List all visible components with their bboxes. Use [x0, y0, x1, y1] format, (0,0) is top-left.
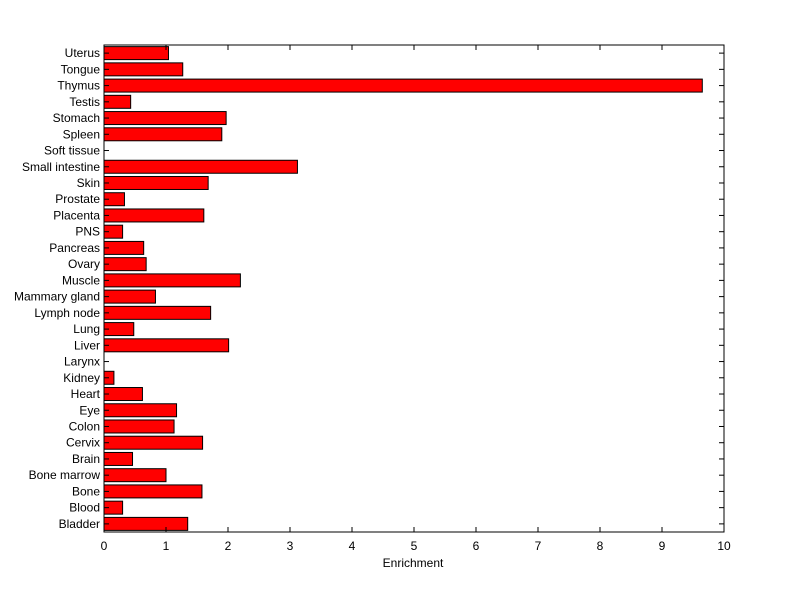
y-tick-label: Spleen: [63, 127, 100, 141]
y-tick-label: Mammary gland: [14, 290, 100, 304]
x-tick-label: 9: [659, 539, 666, 553]
bar-placenta: [103, 208, 205, 223]
y-tick-label: Skin: [77, 176, 100, 190]
plot-area: [103, 44, 725, 533]
y-tick-label: Placenta: [53, 208, 100, 222]
bar-muscle: [103, 273, 241, 288]
y-tick-label: Heart: [71, 387, 101, 401]
bar-mammary-gland: [103, 289, 156, 304]
bar-lymph-node: [103, 305, 212, 320]
y-tick-label: Lymph node: [34, 306, 100, 320]
y-tick-label: Ovary: [68, 257, 100, 271]
y-tick-label: Uterus: [65, 46, 100, 60]
y-tick-label: Testis: [69, 95, 100, 109]
bar-eye: [103, 403, 178, 418]
x-tick-label: 8: [597, 539, 604, 553]
x-tick-label: 2: [225, 539, 232, 553]
y-tick-label: Colon: [69, 419, 100, 433]
y-tick-label: Bone marrow: [29, 468, 101, 482]
bar-pancreas: [103, 240, 145, 255]
bar-bladder: [103, 516, 189, 531]
x-tick-label: 1: [163, 539, 170, 553]
y-tick-label: Bladder: [59, 517, 100, 531]
x-tick-label: 0: [101, 539, 108, 553]
y-tick-label: Cervix: [66, 436, 100, 450]
y-tick-label: Stomach: [53, 111, 100, 125]
bar-ovary: [103, 257, 147, 272]
y-tick-label: Lung: [73, 322, 100, 336]
y-tick-label: Brain: [72, 452, 100, 466]
y-tick-label: Soft tissue: [44, 144, 100, 158]
bar-spleen: [103, 127, 223, 142]
bars: [103, 46, 703, 531]
y-tick-label: Thymus: [57, 79, 100, 93]
y-tick-label: Liver: [74, 338, 100, 352]
x-tick-label: 6: [473, 539, 480, 553]
y-tick-label: Bone: [72, 484, 100, 498]
x-tick-label: 5: [411, 539, 418, 553]
bar-small-intestine: [103, 159, 298, 174]
x-tick-label: 7: [535, 539, 542, 553]
bar-thymus: [103, 78, 703, 93]
x-tick-label: 10: [717, 539, 731, 553]
x-tick-label: 3: [287, 539, 294, 553]
y-tick-label: Eye: [79, 403, 100, 417]
ticks: [103, 45, 725, 532]
bar-stomach: [103, 111, 227, 126]
y-tick-label: Small intestine: [22, 160, 100, 174]
tick-labels: Bladder Blood Bone Bone marrow Brain Cervix Co…: [14, 46, 731, 553]
bar-colon: [103, 419, 175, 434]
y-tick-label: Larynx: [64, 355, 100, 369]
bar-bone-marrow: [103, 468, 167, 483]
bar-cervix: [103, 435, 204, 450]
y-tick-label: Prostate: [55, 192, 100, 206]
y-tick-label: Pancreas: [49, 241, 100, 255]
bar-tongue: [103, 62, 184, 77]
bar-uterus: [103, 46, 169, 61]
bar-skin: [103, 175, 209, 190]
y-tick-label: Blood: [69, 501, 100, 515]
bar-heart: [103, 387, 143, 402]
y-tick-label: Muscle: [62, 273, 100, 287]
x-axis-title: Enrichment: [383, 556, 444, 570]
bar-bone: [103, 484, 203, 499]
bar-liver: [103, 338, 230, 353]
y-tick-label: PNS: [75, 225, 100, 239]
y-tick-label: Tongue: [61, 62, 101, 76]
y-tick-label: Kidney: [63, 371, 100, 385]
x-tick-label: 4: [349, 539, 356, 553]
